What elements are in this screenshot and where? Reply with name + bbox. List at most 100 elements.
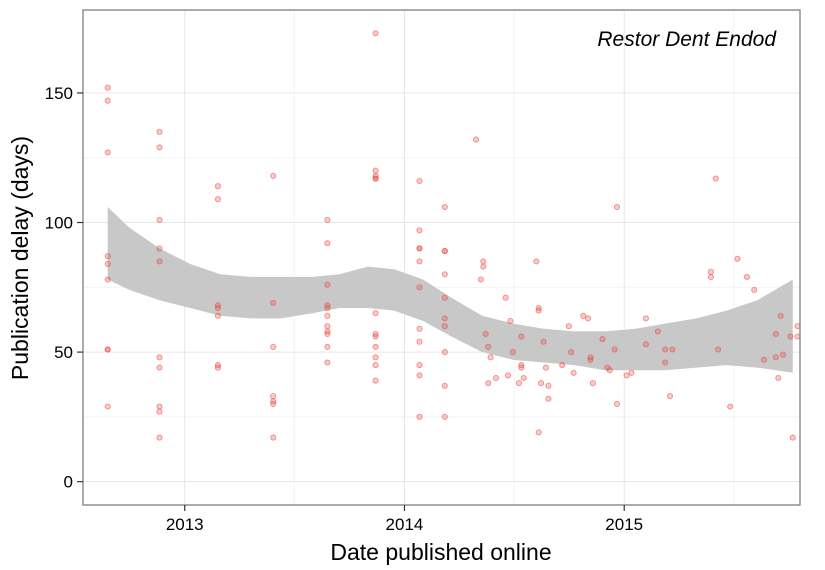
data-point: [441, 294, 448, 301]
data-point: [214, 312, 221, 319]
data-point: [270, 172, 277, 179]
y-tick-label: 50: [54, 343, 73, 362]
data-point: [515, 380, 522, 387]
data-point: [104, 403, 111, 410]
data-point: [707, 273, 714, 280]
data-point: [270, 343, 277, 350]
data-point: [324, 330, 331, 338]
data-point: [485, 343, 492, 350]
data-point: [715, 346, 722, 353]
data-point: [416, 284, 423, 291]
data-point: [104, 149, 111, 156]
data-point: [372, 310, 379, 317]
data-point: [372, 30, 379, 37]
data-points: [104, 30, 801, 441]
data-point: [156, 216, 163, 223]
data-point: [270, 400, 277, 407]
data-point: [642, 315, 649, 322]
data-point: [324, 216, 331, 223]
data-point: [492, 374, 500, 382]
data-point: [568, 349, 575, 356]
y-axis: 0 50 100 150: [45, 84, 83, 492]
y-tick-label: 0: [64, 473, 73, 492]
data-point: [270, 434, 277, 441]
data-point: [777, 312, 784, 319]
y-tick-label: 100: [45, 214, 73, 233]
data-point: [518, 364, 525, 371]
data-point: [542, 364, 549, 371]
data-point: [589, 380, 596, 387]
data-point: [712, 175, 719, 182]
data-point: [520, 374, 527, 382]
data-point: [509, 349, 516, 356]
data-point: [628, 369, 635, 376]
data-point: [535, 429, 542, 436]
data-point: [613, 400, 621, 407]
gridlines: [83, 10, 800, 505]
data-point: [580, 312, 587, 319]
data-point: [156, 408, 163, 415]
data-point: [324, 240, 331, 247]
data-point: [372, 167, 379, 174]
data-point: [482, 330, 489, 338]
data-point: [707, 268, 714, 275]
data-point: [662, 346, 669, 353]
data-point: [441, 413, 448, 420]
data-point: [587, 356, 594, 363]
data-point: [270, 393, 277, 400]
x-tick-label: 2014: [386, 515, 424, 534]
data-point: [324, 359, 331, 366]
data-point: [502, 294, 509, 301]
data-point: [372, 333, 379, 340]
data-point: [485, 380, 492, 387]
data-point: [760, 356, 767, 363]
data-point: [324, 312, 331, 319]
data-point: [372, 362, 379, 369]
data-point: [372, 377, 379, 384]
data-point: [372, 354, 379, 361]
data-point: [789, 434, 796, 441]
data-point: [156, 128, 163, 135]
data-point: [104, 276, 111, 283]
confidence-band: [107, 207, 793, 373]
data-point: [441, 203, 448, 211]
x-tick-label: 2013: [166, 515, 204, 534]
data-point: [214, 196, 221, 203]
data-point: [545, 382, 552, 389]
data-point: [487, 354, 494, 361]
data-point: [441, 271, 448, 278]
data-point: [772, 330, 779, 338]
data-point: [538, 380, 545, 387]
data-point: [416, 325, 423, 332]
data-point: [480, 263, 487, 270]
data-point: [416, 245, 423, 252]
data-point: [611, 346, 618, 353]
data-point: [533, 258, 540, 265]
data-point: [441, 247, 448, 255]
data-point: [214, 364, 221, 371]
data-point: [214, 183, 221, 190]
data-point: [156, 434, 163, 441]
data-point: [441, 382, 448, 389]
data-point: [324, 343, 331, 350]
data-point: [775, 374, 782, 382]
data-point: [662, 359, 669, 366]
data-point: [441, 315, 448, 322]
data-point: [507, 317, 514, 325]
data-point: [416, 362, 423, 369]
data-point: [104, 253, 111, 260]
data-point: [156, 245, 163, 252]
data-point: [324, 304, 331, 312]
data-point: [477, 276, 484, 283]
data-point: [156, 258, 163, 265]
plot-border: [82, 9, 801, 506]
data-point: [780, 351, 787, 358]
data-point: [727, 403, 734, 410]
data-point: [372, 343, 379, 350]
data-point: [669, 346, 676, 353]
data-point: [654, 328, 661, 335]
data-point: [787, 333, 794, 340]
data-point: [518, 333, 525, 340]
data-point: [565, 323, 572, 330]
